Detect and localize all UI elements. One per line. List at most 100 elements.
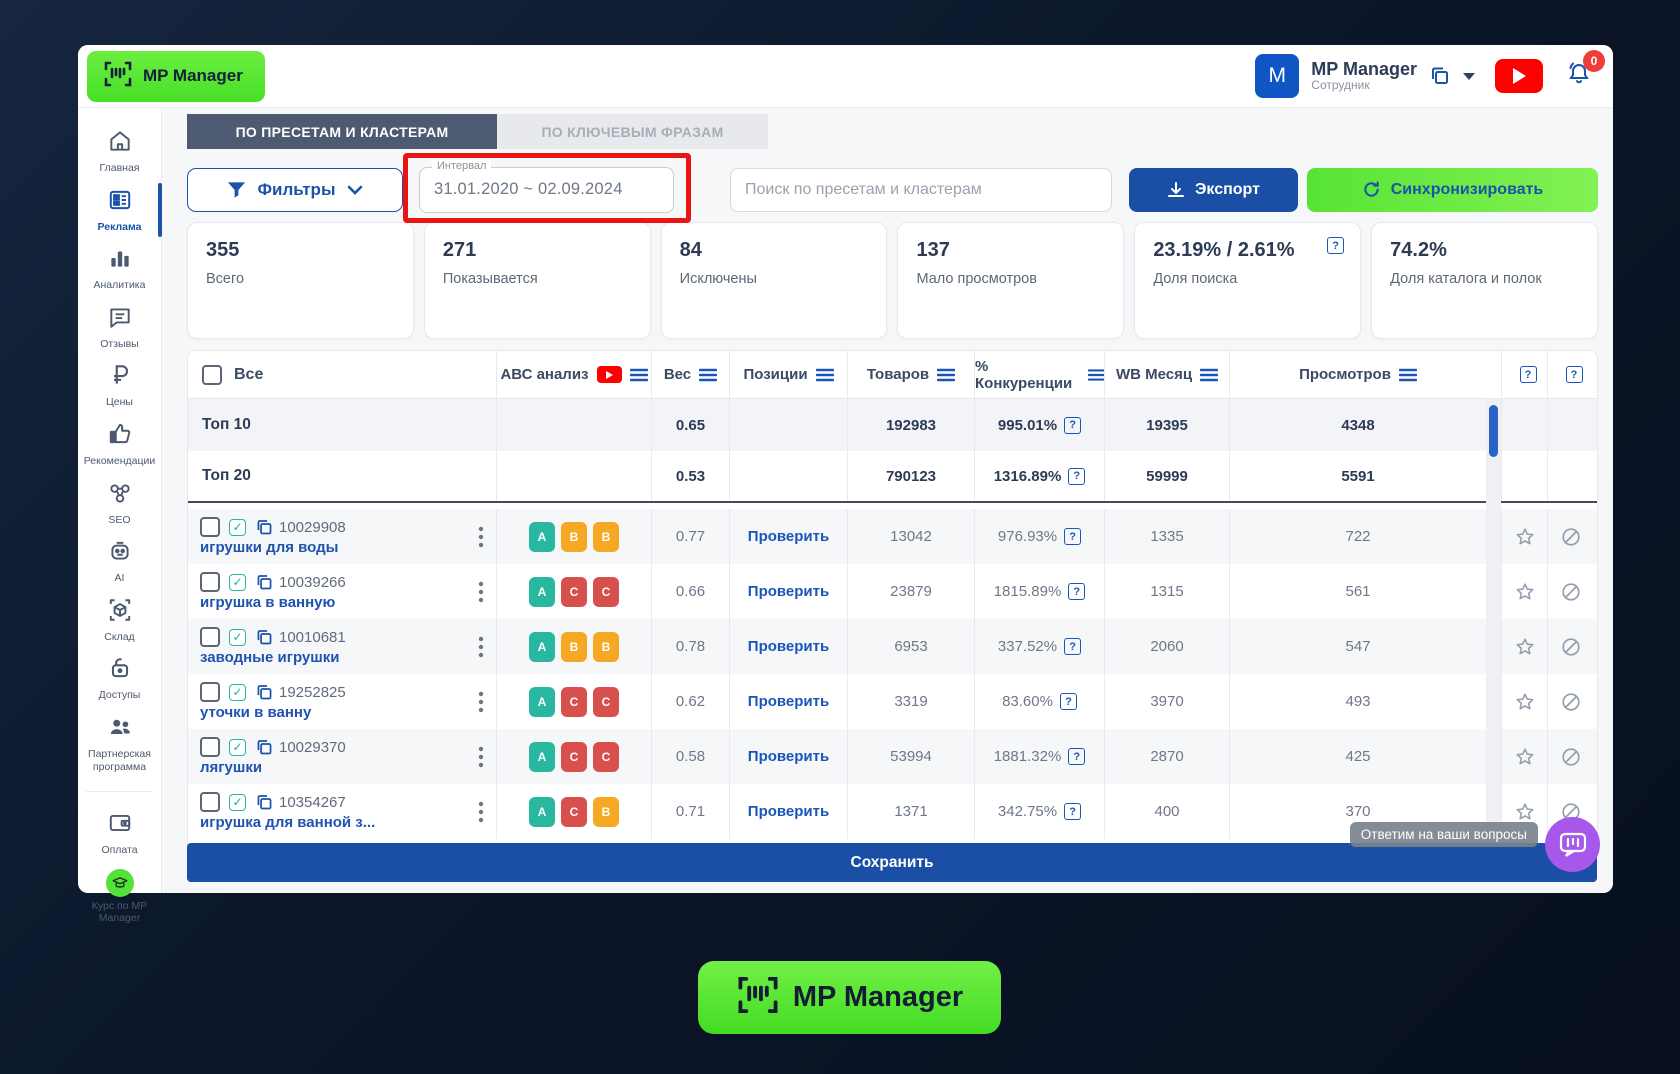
copy-icon[interactable] bbox=[255, 793, 274, 812]
star-icon[interactable] bbox=[1514, 581, 1536, 603]
avatar[interactable]: M bbox=[1255, 54, 1300, 98]
row-visibility-checkbox[interactable]: ✓ bbox=[229, 518, 246, 536]
kebab-menu-icon[interactable] bbox=[478, 801, 484, 823]
copy-icon[interactable] bbox=[255, 628, 274, 647]
abc-badge-c[interactable]: C bbox=[561, 576, 587, 607]
star-icon[interactable] bbox=[1514, 526, 1536, 548]
abc-badge-c[interactable]: C bbox=[593, 686, 619, 717]
sidebar-item-seo[interactable]: SEO bbox=[78, 474, 161, 533]
help-icon[interactable]: ? bbox=[1059, 693, 1077, 710]
kebab-menu-icon[interactable] bbox=[478, 691, 484, 713]
search-input[interactable] bbox=[730, 167, 1112, 212]
help-icon[interactable]: ? bbox=[1068, 748, 1086, 765]
row-visibility-checkbox[interactable]: ✓ bbox=[229, 738, 246, 756]
sort-icon[interactable] bbox=[1200, 368, 1219, 382]
preset-name[interactable]: уточки в ванну bbox=[200, 704, 312, 721]
sidebar-item-ads[interactable]: Реклама bbox=[78, 181, 162, 240]
export-button[interactable]: Экспорт bbox=[1129, 167, 1298, 212]
copy-icon[interactable] bbox=[255, 573, 274, 592]
star-icon[interactable] bbox=[1514, 746, 1536, 768]
abc-badge-c[interactable]: C bbox=[561, 686, 587, 717]
sort-icon[interactable] bbox=[815, 368, 834, 382]
row-checkbox[interactable] bbox=[200, 792, 220, 812]
sort-icon[interactable] bbox=[1398, 368, 1417, 382]
kebab-menu-icon[interactable] bbox=[478, 526, 484, 548]
row-checkbox[interactable] bbox=[200, 572, 220, 592]
notifications-button[interactable]: 0 bbox=[1565, 49, 1605, 93]
check-position-link[interactable]: Проверить bbox=[747, 693, 830, 710]
column-views[interactable]: Просмотров bbox=[1229, 351, 1486, 398]
row-checkbox[interactable] bbox=[200, 627, 220, 647]
logo[interactable]: MP Manager bbox=[87, 50, 265, 102]
abc-badge-b[interactable]: B bbox=[593, 521, 619, 552]
select-all-checkbox[interactable] bbox=[202, 364, 222, 385]
abc-badge-a[interactable]: A bbox=[529, 631, 555, 662]
row-checkbox[interactable] bbox=[200, 682, 220, 702]
tab-presets-clusters[interactable]: ПО ПРЕСЕТАМ И КЛАСТЕРАМ bbox=[187, 114, 497, 149]
check-position-link[interactable]: Проверить bbox=[747, 583, 830, 600]
sidebar-item-lock[interactable]: Доступы bbox=[78, 649, 161, 708]
sidebar-item-warehouse[interactable]: Склад bbox=[78, 591, 161, 650]
sidebar-item-thumb-up[interactable]: Рекомендации bbox=[78, 415, 161, 474]
sidebar-item-reviews[interactable]: Отзывы bbox=[78, 298, 161, 357]
youtube-button[interactable] bbox=[1495, 59, 1543, 93]
column-competition[interactable]: % Конкуренции bbox=[974, 351, 1104, 398]
column-positions[interactable]: Позиции bbox=[729, 351, 847, 398]
help-icon[interactable]: ? bbox=[1064, 803, 1082, 820]
abc-badge-c[interactable]: C bbox=[593, 576, 619, 607]
help-icon[interactable]: ? bbox=[1064, 528, 1082, 545]
abc-badge-a[interactable]: A bbox=[529, 521, 555, 552]
sidebar-item-home[interactable]: Главная bbox=[78, 122, 161, 181]
sidebar-item-graduation[interactable]: Курс по MP Manager bbox=[78, 863, 161, 931]
abc-badge-c[interactable]: C bbox=[593, 741, 619, 772]
help-icon[interactable]: ? bbox=[1327, 237, 1345, 254]
preset-name[interactable]: игрушки для воды bbox=[200, 539, 339, 556]
kebab-menu-icon[interactable] bbox=[478, 581, 484, 603]
help-icon[interactable]: ? bbox=[1519, 366, 1537, 383]
help-icon[interactable]: ? bbox=[1565, 366, 1583, 383]
filters-button[interactable]: Фильтры bbox=[187, 167, 403, 212]
interval-date-field[interactable]: Интервал 31.01.2020 ~ 02.09.2024 bbox=[419, 159, 674, 213]
block-icon[interactable] bbox=[1560, 691, 1582, 713]
sort-icon[interactable] bbox=[629, 368, 648, 382]
sidebar-item-analytics[interactable]: Аналитика bbox=[78, 239, 161, 298]
block-icon[interactable] bbox=[1560, 581, 1582, 603]
user-block[interactable]: MP Manager Сотрудник bbox=[1311, 59, 1417, 93]
row-visibility-checkbox[interactable]: ✓ bbox=[229, 628, 246, 646]
vertical-scrollbar[interactable] bbox=[1486, 399, 1501, 846]
column-help-1[interactable]: ? bbox=[1501, 351, 1547, 398]
save-button[interactable]: Сохранить bbox=[187, 843, 1597, 882]
copy-icon[interactable] bbox=[255, 738, 274, 757]
preset-name[interactable]: игрушка в ванную bbox=[200, 594, 336, 611]
scrollbar-thumb[interactable] bbox=[1489, 405, 1498, 457]
abc-badge-c[interactable]: C bbox=[561, 796, 587, 827]
check-position-link[interactable]: Проверить bbox=[747, 638, 830, 655]
kebab-menu-icon[interactable] bbox=[478, 636, 484, 658]
row-visibility-checkbox[interactable]: ✓ bbox=[229, 573, 246, 591]
column-wb-month[interactable]: WB Месяц bbox=[1104, 351, 1229, 398]
row-checkbox[interactable] bbox=[200, 737, 220, 757]
sidebar-item-ruble[interactable]: Цены bbox=[78, 356, 161, 415]
abc-badge-b[interactable]: B bbox=[561, 631, 587, 662]
chevron-down-icon[interactable] bbox=[1463, 72, 1475, 80]
bottom-logo[interactable]: MP Manager bbox=[698, 961, 1001, 1034]
check-position-link[interactable]: Проверить bbox=[747, 748, 830, 765]
sync-button[interactable]: Синхронизировать bbox=[1307, 167, 1598, 212]
star-icon[interactable] bbox=[1514, 801, 1536, 823]
sort-icon[interactable] bbox=[1087, 368, 1104, 382]
chat-button[interactable] bbox=[1545, 817, 1600, 872]
row-visibility-checkbox[interactable]: ✓ bbox=[229, 683, 246, 701]
sidebar-item-robot[interactable]: AI bbox=[78, 532, 161, 591]
abc-badge-b[interactable]: B bbox=[593, 631, 619, 662]
abc-badge-b[interactable]: B bbox=[593, 796, 619, 827]
copy-icon[interactable] bbox=[255, 683, 274, 702]
row-checkbox[interactable] bbox=[200, 517, 220, 537]
block-icon[interactable] bbox=[1560, 526, 1582, 548]
preset-name[interactable]: заводные игрушки bbox=[200, 649, 340, 666]
abc-badge-b[interactable]: B bbox=[561, 521, 587, 552]
star-icon[interactable] bbox=[1514, 636, 1536, 658]
youtube-mini-icon[interactable] bbox=[596, 366, 622, 383]
sidebar-item-wallet[interactable]: Оплата bbox=[78, 804, 161, 863]
abc-badge-a[interactable]: A bbox=[529, 741, 555, 772]
copy-icon[interactable] bbox=[255, 518, 274, 537]
